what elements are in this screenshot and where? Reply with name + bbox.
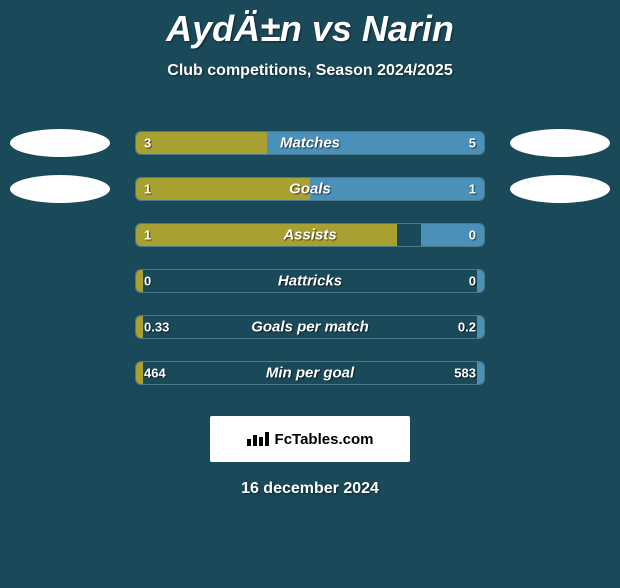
player-ellipse-right (510, 129, 610, 157)
bar-left (136, 224, 397, 246)
bar-container: 1 0 Assists (135, 223, 485, 247)
fctables-badge: FcTables.com (210, 416, 410, 462)
player-ellipse-right (510, 175, 610, 203)
bar-right (310, 178, 484, 200)
page-title: AydÄ±n vs Narin (0, 8, 620, 50)
stat-label: Hattricks (278, 273, 342, 290)
bar-left (136, 362, 143, 384)
stat-value-left: 464 (144, 366, 166, 381)
stat-row: 3 5 Matches (0, 120, 620, 166)
stat-value-left: 1 (144, 182, 151, 197)
bar-container: 0.33 0.2 Goals per match (135, 315, 485, 339)
bar-left (136, 270, 143, 292)
stat-row: 1 0 Assists (0, 212, 620, 258)
player-ellipse-left (10, 175, 110, 203)
bar-container: 1 1 Goals (135, 177, 485, 201)
stat-row: 1 1 Goals (0, 166, 620, 212)
comparison-chart: 3 5 Matches 1 1 Goals 1 0 Assists 0 0 Hattricks 0.33… (0, 120, 620, 396)
stat-value-right: 0 (469, 228, 476, 243)
stat-value-left: 0.33 (144, 320, 169, 335)
stat-value-right: 0 (469, 274, 476, 289)
bar-right (477, 270, 484, 292)
bar-left (136, 178, 310, 200)
subtitle: Club competitions, Season 2024/2025 (0, 62, 620, 80)
stat-label: Min per goal (266, 365, 354, 382)
stat-row: 464 583 Min per goal (0, 350, 620, 396)
bar-container: 464 583 Min per goal (135, 361, 485, 385)
stat-value-right: 0.2 (458, 320, 476, 335)
stat-value-left: 0 (144, 274, 151, 289)
player-ellipse-left (10, 129, 110, 157)
bar-right (477, 362, 484, 384)
stat-value-left: 3 (144, 136, 151, 151)
stat-label: Assists (283, 227, 336, 244)
bar-left (136, 132, 267, 154)
stat-label: Goals (289, 181, 331, 198)
fctables-label: FcTables.com (275, 431, 374, 448)
stat-row: 0.33 0.2 Goals per match (0, 304, 620, 350)
stat-row: 0 0 Hattricks (0, 258, 620, 304)
stat-label: Matches (280, 135, 340, 152)
bar-chart-icon (247, 432, 269, 446)
bar-right (477, 316, 484, 338)
stat-label: Goals per match (251, 319, 369, 336)
stat-value-right: 5 (469, 136, 476, 151)
bar-container: 3 5 Matches (135, 131, 485, 155)
date-label: 16 december 2024 (0, 480, 620, 498)
stat-value-right: 583 (454, 366, 476, 381)
stat-value-right: 1 (469, 182, 476, 197)
stat-value-left: 1 (144, 228, 151, 243)
bar-left (136, 316, 143, 338)
bar-container: 0 0 Hattricks (135, 269, 485, 293)
